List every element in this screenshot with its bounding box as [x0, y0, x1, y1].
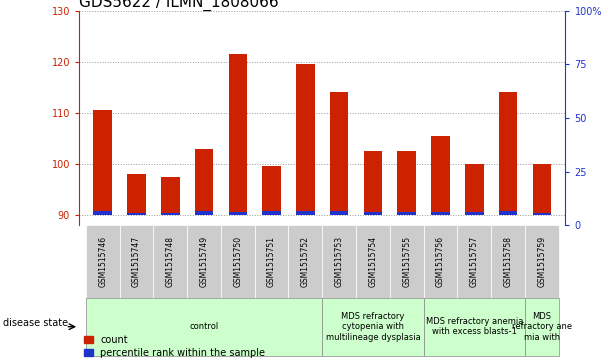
- Bar: [533, 213, 551, 215]
- Bar: [221, 225, 255, 298]
- Text: GSM1515757: GSM1515757: [470, 236, 478, 287]
- Bar: [322, 225, 356, 298]
- Text: GSM1515752: GSM1515752: [301, 236, 310, 287]
- Bar: [94, 110, 112, 215]
- Bar: [364, 151, 382, 215]
- Bar: [398, 151, 416, 215]
- Bar: [153, 225, 187, 298]
- Text: MDS
refractory ane
mia with: MDS refractory ane mia with: [512, 312, 572, 342]
- Bar: [288, 225, 322, 298]
- Bar: [86, 298, 322, 356]
- Text: GSM1515746: GSM1515746: [98, 236, 107, 287]
- Bar: [86, 225, 120, 298]
- Bar: [499, 93, 517, 215]
- Bar: [431, 136, 450, 215]
- Bar: [296, 65, 315, 215]
- Bar: [499, 211, 517, 215]
- Bar: [161, 213, 179, 215]
- Bar: [187, 225, 221, 298]
- Bar: [330, 93, 348, 215]
- Text: GDS5622 / ILMN_1808066: GDS5622 / ILMN_1808066: [79, 0, 278, 11]
- Text: MDS refractory
cytopenia with
multilineage dysplasia: MDS refractory cytopenia with multilinea…: [325, 312, 420, 342]
- Text: GSM1515758: GSM1515758: [503, 236, 513, 287]
- Bar: [94, 211, 112, 215]
- Bar: [229, 212, 247, 215]
- Bar: [296, 211, 315, 215]
- Bar: [465, 212, 483, 215]
- Bar: [533, 164, 551, 215]
- Text: GSM1515755: GSM1515755: [402, 236, 411, 287]
- Bar: [262, 166, 281, 215]
- Text: GSM1515751: GSM1515751: [267, 236, 276, 287]
- Bar: [161, 177, 179, 215]
- Bar: [525, 225, 559, 298]
- Text: control: control: [190, 322, 219, 331]
- Bar: [424, 298, 525, 356]
- Bar: [431, 212, 450, 215]
- Bar: [255, 225, 288, 298]
- Bar: [127, 213, 146, 215]
- Bar: [491, 225, 525, 298]
- Text: GSM1515749: GSM1515749: [199, 236, 209, 287]
- Text: GSM1515748: GSM1515748: [166, 236, 174, 287]
- Bar: [195, 211, 213, 215]
- Text: GSM1515747: GSM1515747: [132, 236, 141, 287]
- Bar: [424, 225, 457, 298]
- Bar: [127, 174, 146, 215]
- Bar: [525, 298, 559, 356]
- Text: disease state: disease state: [3, 318, 68, 328]
- Text: MDS refractory anemia
with excess blasts-1: MDS refractory anemia with excess blasts…: [426, 317, 523, 337]
- Bar: [120, 225, 153, 298]
- Bar: [364, 212, 382, 215]
- Bar: [457, 225, 491, 298]
- Bar: [322, 298, 424, 356]
- Bar: [195, 148, 213, 215]
- Bar: [229, 54, 247, 215]
- Bar: [356, 225, 390, 298]
- Text: GSM1515750: GSM1515750: [233, 236, 243, 287]
- Bar: [390, 225, 424, 298]
- Text: GSM1515753: GSM1515753: [334, 236, 344, 287]
- Bar: [465, 164, 483, 215]
- Bar: [398, 212, 416, 215]
- Bar: [262, 211, 281, 215]
- Legend: count, percentile rank within the sample: count, percentile rank within the sample: [84, 335, 266, 358]
- Text: GSM1515759: GSM1515759: [537, 236, 547, 287]
- Bar: [330, 211, 348, 215]
- Text: GSM1515754: GSM1515754: [368, 236, 378, 287]
- Text: GSM1515756: GSM1515756: [436, 236, 445, 287]
